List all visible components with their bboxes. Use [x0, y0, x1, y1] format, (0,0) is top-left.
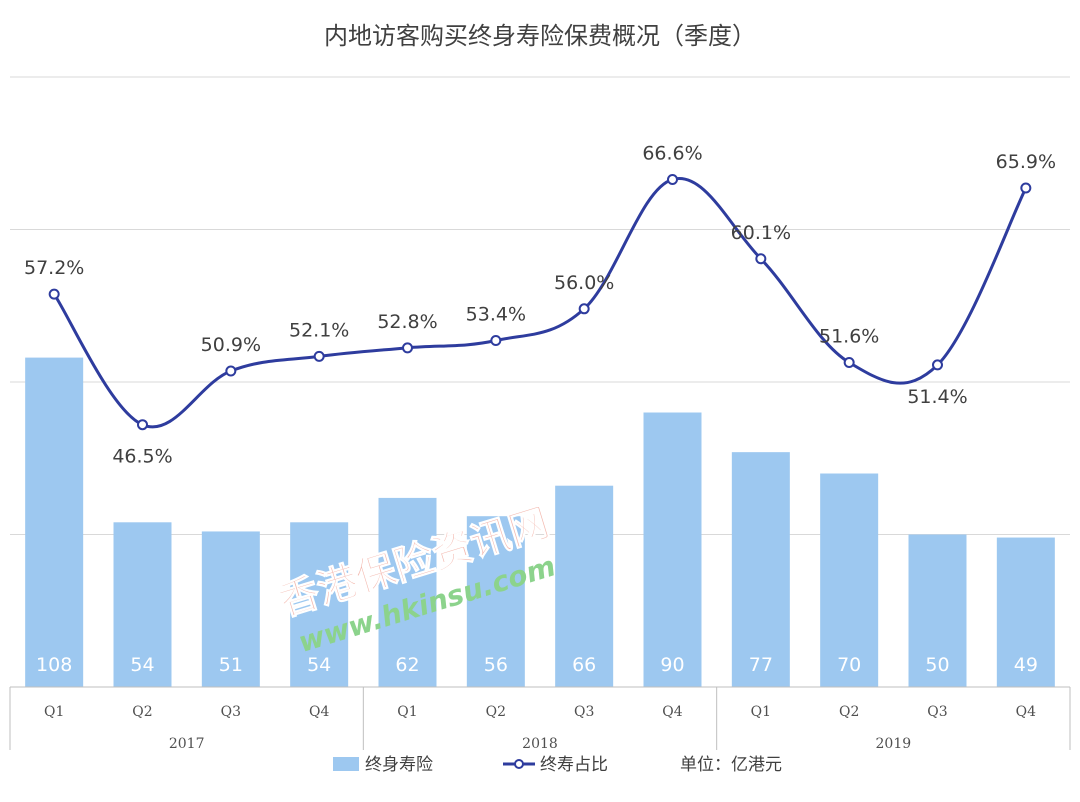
line-point [932, 359, 943, 371]
bar [555, 485, 614, 687]
bar-value-label: 49 [1014, 654, 1038, 676]
bar [25, 357, 84, 687]
bar [908, 534, 967, 687]
line-value-label: 60.1% [731, 222, 791, 244]
bar-value-label: 56 [484, 654, 508, 676]
legend: 终身寿险 终寿占比 单位：亿港元 [333, 755, 782, 775]
legend-line-marker [514, 759, 524, 769]
bar [731, 452, 790, 687]
bar [466, 516, 525, 687]
line-point [578, 303, 590, 315]
legend-bar-label: 终身寿险 [365, 755, 433, 775]
x-tick-label: Q2 [132, 704, 152, 720]
line-value-label: 53.4% [466, 304, 526, 326]
bar-series: 108 54 51 54 62 56 66 90 77 70 50 49 [25, 357, 1055, 687]
line-point [755, 253, 767, 265]
year-label: 2018 [522, 736, 558, 752]
bar-value-label: 77 [749, 654, 773, 676]
bar [820, 473, 879, 687]
line-point [490, 335, 502, 347]
year-label: 2017 [169, 736, 205, 752]
bar [201, 531, 260, 687]
bar-value-label: 108 [36, 654, 72, 676]
line-value-label: 65.9% [996, 151, 1056, 173]
line-value-label: 57.2% [24, 257, 84, 279]
x-tick-label: Q3 [927, 704, 947, 720]
line-point [843, 356, 855, 368]
bar [113, 522, 172, 687]
line-value-label: 46.5% [112, 446, 172, 468]
bar [643, 412, 702, 687]
line-point [1020, 182, 1032, 194]
line-value-label: 52.1% [289, 319, 349, 341]
bar-value-label: 54 [307, 654, 331, 676]
line-point [48, 288, 60, 300]
x-tick-label: Q1 [751, 704, 771, 720]
x-tick-label: Q3 [574, 704, 594, 720]
line-series: 57.2% 46.5% 50.9% 52.1% 52.8% 53.4% 56.0% 66.6%… [24, 142, 1056, 467]
line-value-label: 56.0% [554, 272, 614, 294]
line-path [52, 177, 1028, 429]
line-value-label: 51.6% [819, 325, 879, 347]
line-value-label: 51.4% [907, 386, 967, 408]
x-tick-label: Q2 [486, 704, 506, 720]
legend-bar-swatch [333, 757, 359, 771]
bar-value-label: 70 [837, 654, 861, 676]
bar [290, 522, 349, 687]
bar [378, 497, 437, 687]
line-point [225, 365, 237, 377]
chart-title: 内地访客购买终身寿险保费概况（季度） [324, 22, 756, 50]
line-point [137, 419, 148, 431]
x-tick-label: Q4 [1016, 704, 1036, 720]
x-tick-label: Q3 [221, 704, 241, 720]
line-point [667, 173, 678, 185]
bar-value-label: 54 [130, 654, 154, 676]
line-value-label: 66.6% [642, 142, 702, 164]
line-point [313, 350, 325, 362]
bar-value-label: 50 [925, 654, 949, 676]
line-value-label: 52.8% [377, 311, 437, 333]
bar-value-label: 66 [572, 654, 596, 676]
line-point [402, 342, 413, 354]
unit-note: 单位：亿港元 [680, 755, 782, 775]
x-tick-label: Q4 [309, 704, 329, 720]
x-tick-label: Q4 [662, 704, 682, 720]
bar-value-label: 62 [395, 654, 419, 676]
x-tick-label: Q2 [839, 704, 859, 720]
line-value-label: 50.9% [201, 334, 261, 356]
x-tick-label: Q1 [397, 704, 417, 720]
bar-value-label: 90 [660, 654, 684, 676]
bar [996, 537, 1055, 687]
bar-value-label: 51 [219, 654, 243, 676]
legend-line-label: 终寿占比 [540, 755, 608, 775]
x-tick-label: Q1 [44, 704, 64, 720]
category-axis: Q1 Q2 Q3 Q4 Q1 Q2 Q3 Q4 Q1 Q2 Q3 Q4 2017 2018 2019 [9, 686, 1071, 752]
year-label: 2019 [876, 736, 912, 752]
